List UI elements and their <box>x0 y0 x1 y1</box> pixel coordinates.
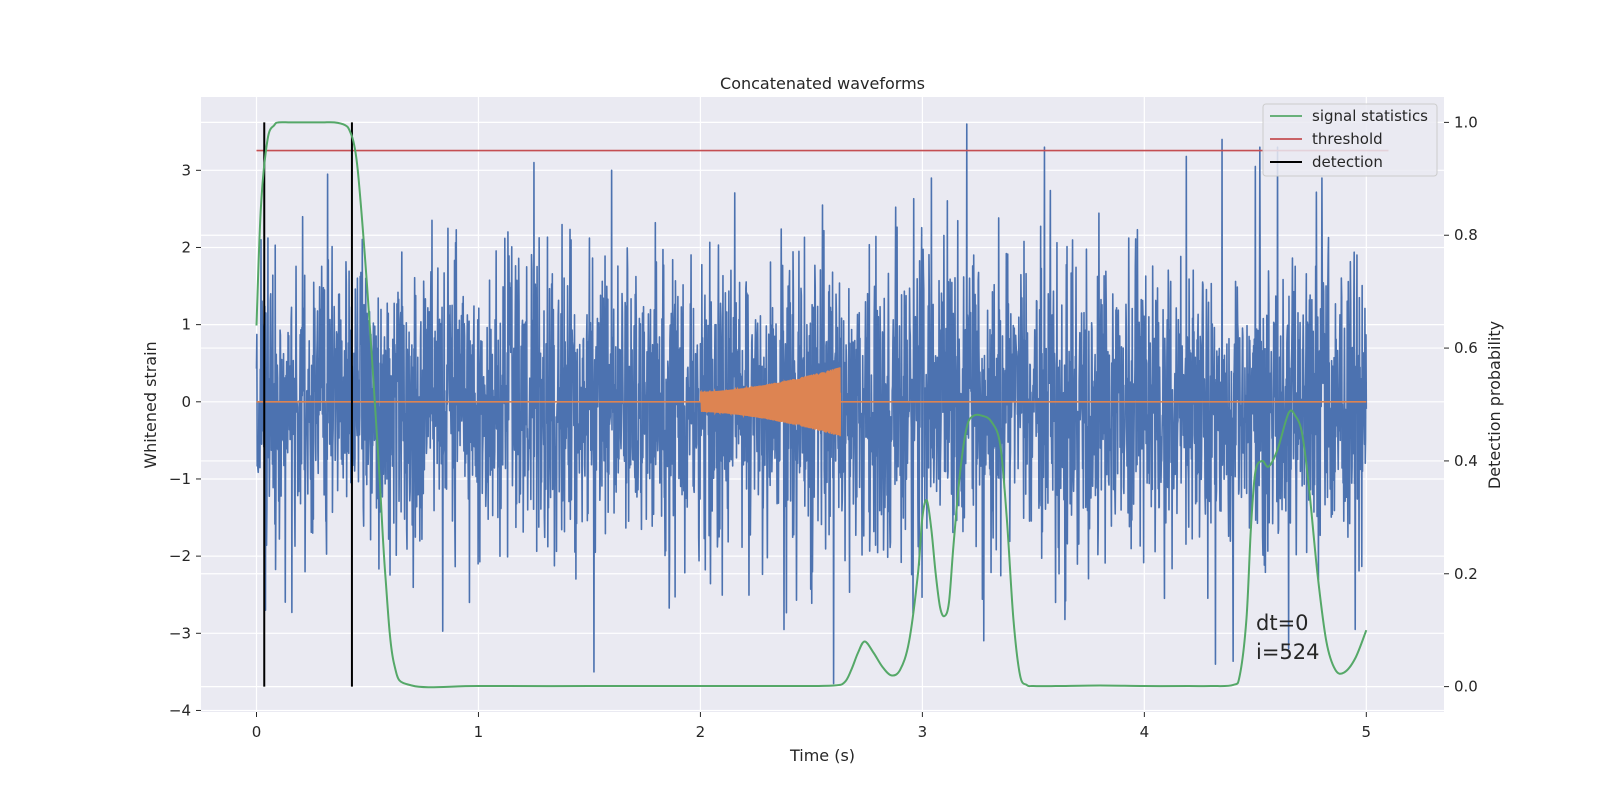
y-left-tick-label: −3 <box>169 624 191 642</box>
x-tick-label: 4 <box>1140 723 1150 741</box>
y-right-tick-label: 0.8 <box>1454 226 1478 244</box>
y-right-tick-label: 0.0 <box>1454 678 1478 696</box>
x-tick-label: 5 <box>1362 723 1372 741</box>
y-right-tick-label: 1.0 <box>1454 113 1478 131</box>
axis-ticks: 0 1 2 3 4 5 −4 −3 −2 −1 0 1 2 3 0.0 0.2 0.4 0.6 0.8 1.0 <box>169 113 1478 741</box>
y-axis-left-label: Whitened strain <box>141 341 160 468</box>
annotation-index: i=524 <box>1256 640 1320 664</box>
x-tick-label: 1 <box>474 723 484 741</box>
y-left-tick-label: 1 <box>181 316 191 334</box>
x-tick-label: 2 <box>696 723 706 741</box>
y-right-tick-label: 0.4 <box>1454 452 1478 470</box>
y-left-tick-label: −2 <box>169 547 191 565</box>
x-tick-label: 0 <box>252 723 262 741</box>
legend-label-signal-statistics: signal statistics <box>1312 107 1428 125</box>
y-right-tick-label: 0.2 <box>1454 565 1478 583</box>
signal-statistics-line <box>255 121 1368 689</box>
legend-box <box>1262 103 1438 177</box>
legend: signal statistics threshold detection <box>1262 103 1438 177</box>
legend-label-threshold: threshold <box>1312 130 1383 148</box>
y-left-tick-label: 3 <box>181 161 191 179</box>
y-axis-right-label: Detection probability <box>1485 321 1504 489</box>
annotation-dt: dt=0 <box>1256 611 1309 635</box>
x-axis-label: Time (s) <box>789 746 855 765</box>
right-axis-series <box>255 121 1389 689</box>
y-left-tick-label: −4 <box>169 701 191 719</box>
chirp-waveform-line <box>256 367 1367 437</box>
y-left-tick-label: 2 <box>181 238 191 256</box>
chirp-waveform-series <box>256 367 1367 437</box>
y-left-tick-label: 0 <box>181 393 191 411</box>
legend-label-detection: detection <box>1312 153 1383 171</box>
y-right-tick-label: 0.6 <box>1454 339 1478 357</box>
chart-title: Concatenated waveforms <box>720 74 925 93</box>
y-left-tick-label: −1 <box>169 470 191 488</box>
x-tick-label: 3 <box>918 723 928 741</box>
annotation-block: dt=0 i=524 <box>1256 611 1320 664</box>
